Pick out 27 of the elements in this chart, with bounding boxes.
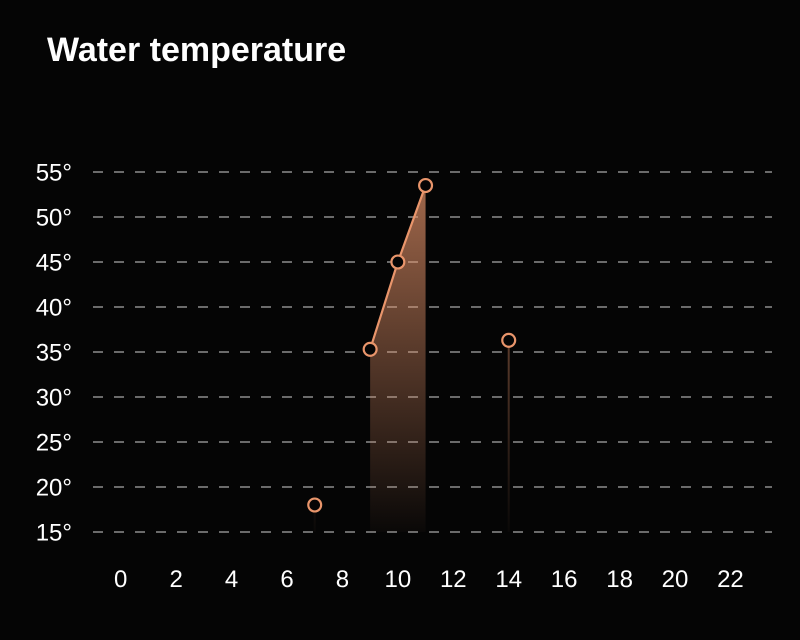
x-tick-label: 4 — [224, 566, 238, 594]
x-tick-label: 20 — [662, 566, 688, 594]
point — [390, 254, 406, 270]
y-tick-label: 20° — [36, 474, 72, 502]
y-tick-label: 55° — [36, 159, 72, 186]
x-tick-label: 14 — [495, 566, 522, 594]
x-tick-label: 2 — [169, 566, 183, 594]
point — [307, 497, 322, 513]
point — [501, 332, 516, 348]
y-tick-label: 35° — [36, 339, 72, 366]
x-tick-label: 16 — [550, 566, 578, 594]
y-tick-label: 25° — [36, 429, 72, 456]
y-tick-label: 45° — [36, 249, 72, 276]
x-tick-label: 6 — [280, 566, 294, 594]
x-tick-label: 10 — [384, 566, 412, 594]
y-tick-label: 30° — [36, 384, 72, 412]
y-tick-label: 40° — [36, 294, 72, 322]
x-tick-label: 8 — [336, 566, 350, 594]
y-tick-label: 50° — [36, 204, 72, 232]
x-tick-label: 0 — [114, 566, 128, 594]
x-tick-label: 22 — [717, 566, 744, 594]
point — [418, 178, 434, 194]
x-tick-label: 18 — [606, 566, 633, 594]
x-tick-label: 12 — [440, 566, 467, 594]
chart-title: Water temperature — [47, 31, 346, 69]
point — [362, 342, 378, 357]
y-tick-label: 15° — [36, 519, 72, 546]
